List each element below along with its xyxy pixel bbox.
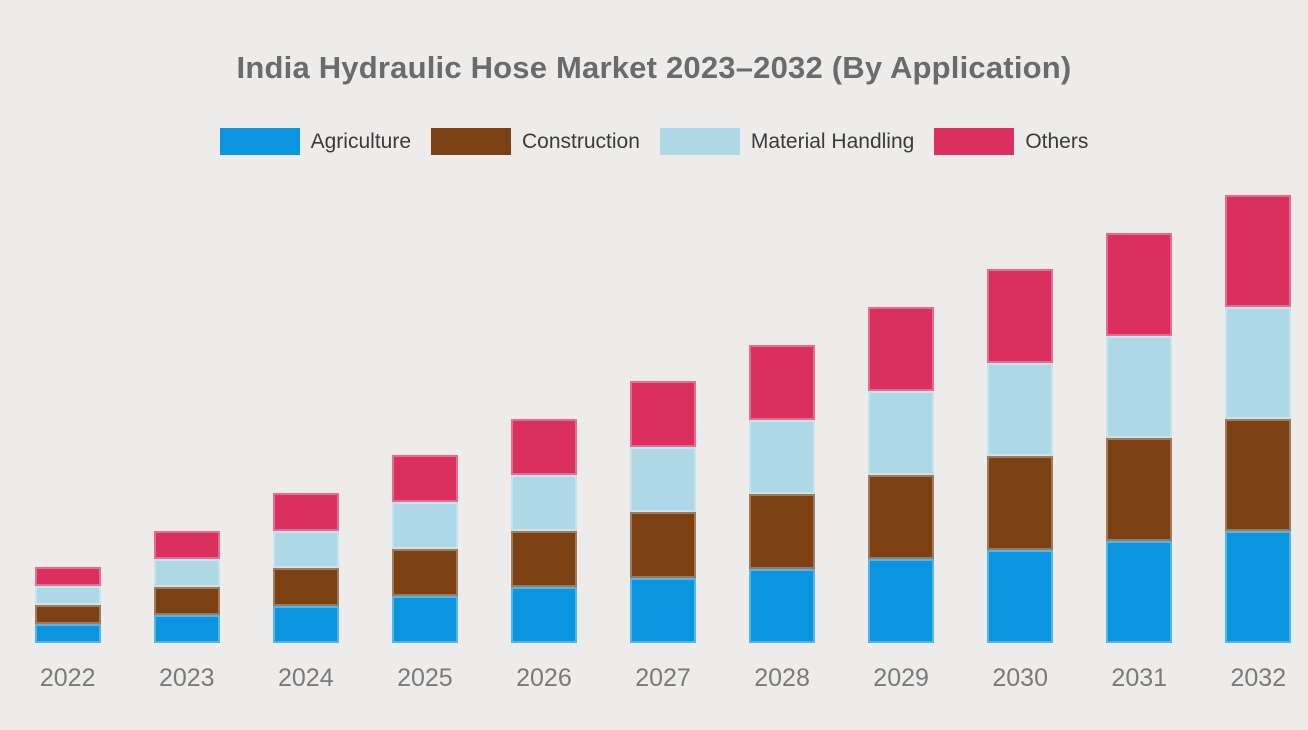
bar-segment-material-handling [391, 502, 458, 549]
x-axis-label-2023: 2023 [158, 664, 215, 692]
stacked-bar-2029 [868, 307, 935, 643]
bar-segment-others [510, 419, 577, 475]
bar-segment-agriculture [272, 605, 339, 643]
bar-segment-material-handling [749, 419, 816, 494]
bar-segment-others [153, 531, 220, 559]
legend-label: Material Handling [750, 129, 915, 153]
bar-segment-material-handling [630, 446, 696, 512]
bar-segment-construction [1106, 438, 1173, 541]
stacked-bar-2024 [272, 493, 339, 643]
bar-segment-material-handling [153, 559, 220, 587]
bar-segment-agriculture [1106, 540, 1173, 643]
legend-label: Agriculture [310, 129, 412, 153]
stacked-bar-2027 [630, 381, 696, 643]
bar-segment-others [868, 307, 935, 391]
bar-segment-others [391, 455, 458, 502]
bar-segment-agriculture [749, 568, 816, 643]
x-axis-label-2024: 2024 [278, 664, 334, 692]
bar-segment-others [272, 493, 339, 531]
stacked-bar-2028 [749, 345, 816, 643]
legend-swatch-icon [219, 128, 300, 155]
bar-segment-agriculture [391, 596, 458, 643]
bar-segment-others [987, 269, 1054, 363]
bar-segment-others [749, 345, 816, 420]
x-axis-label-2028: 2028 [754, 664, 810, 692]
bar-segment-construction [391, 549, 458, 596]
bar-segment-agriculture [34, 624, 101, 643]
bar-segment-construction [34, 605, 101, 624]
x-axis-label-2022: 2022 [39, 664, 96, 692]
bar-segment-material-handling [272, 530, 339, 568]
x-axis-label-2026: 2026 [516, 664, 572, 692]
legend-item-construction: Construction [431, 128, 640, 155]
x-axis-label-2029: 2029 [873, 664, 929, 692]
bar-segment-material-handling [510, 475, 577, 531]
bar-segment-others [630, 381, 696, 447]
bar-segment-material-handling [868, 391, 935, 475]
x-axis-label-2030: 2030 [992, 664, 1048, 692]
bar-segment-agriculture [868, 559, 935, 643]
legend-swatch-icon [934, 128, 1015, 155]
bar-segment-others [1106, 233, 1173, 336]
bar-segment-agriculture [153, 615, 220, 643]
bar-segment-construction [153, 587, 220, 615]
bar-segment-construction [272, 568, 339, 606]
stacked-bar-2026 [510, 419, 577, 643]
stacked-bar-2025 [391, 455, 458, 643]
bar-segment-material-handling [1225, 307, 1292, 419]
legend-item-material-handling: Material Handling [659, 128, 915, 155]
bar-segment-agriculture [1225, 531, 1292, 643]
stacked-bar-2031 [1106, 233, 1173, 643]
stacked-bar-2023 [153, 531, 220, 643]
bar-segment-agriculture [630, 577, 696, 643]
bar-segment-others [1225, 195, 1292, 307]
bar-segment-construction [1225, 419, 1292, 531]
bar-segment-agriculture [510, 587, 577, 643]
bar-segment-material-handling [987, 362, 1054, 456]
bar-segment-construction [749, 494, 816, 569]
bar-segment-construction [510, 531, 577, 587]
bar-segment-others [34, 567, 101, 586]
stacked-bar-2032 [1225, 195, 1292, 643]
x-axis-label-2025: 2025 [397, 664, 453, 692]
legend-label: Others [1025, 129, 1089, 153]
legend-item-others: Others [934, 128, 1088, 155]
legend-label: Construction [522, 129, 640, 153]
legend-item-agriculture: Agriculture [219, 128, 412, 155]
bar-segment-agriculture [987, 549, 1054, 643]
x-axis-label-2031: 2031 [1111, 664, 1168, 692]
x-axis-label-2027: 2027 [635, 664, 691, 692]
legend-swatch-icon [431, 128, 512, 155]
bar-segment-material-handling [34, 586, 101, 605]
x-axis-label-2032: 2032 [1230, 664, 1287, 692]
bar-segment-construction [630, 512, 696, 578]
bar-segment-material-handling [1106, 335, 1173, 438]
bar-segment-construction [868, 475, 935, 559]
stacked-bar-2030 [987, 269, 1054, 643]
chart-title: India Hydraulic Hose Market 2023–2032 (B… [236, 50, 1072, 85]
legend: Agriculture Construction Material Handling… [0, 128, 1308, 155]
stacked-bar-2022 [34, 567, 101, 643]
bar-segment-construction [987, 456, 1054, 550]
legend-swatch-icon [659, 128, 740, 155]
